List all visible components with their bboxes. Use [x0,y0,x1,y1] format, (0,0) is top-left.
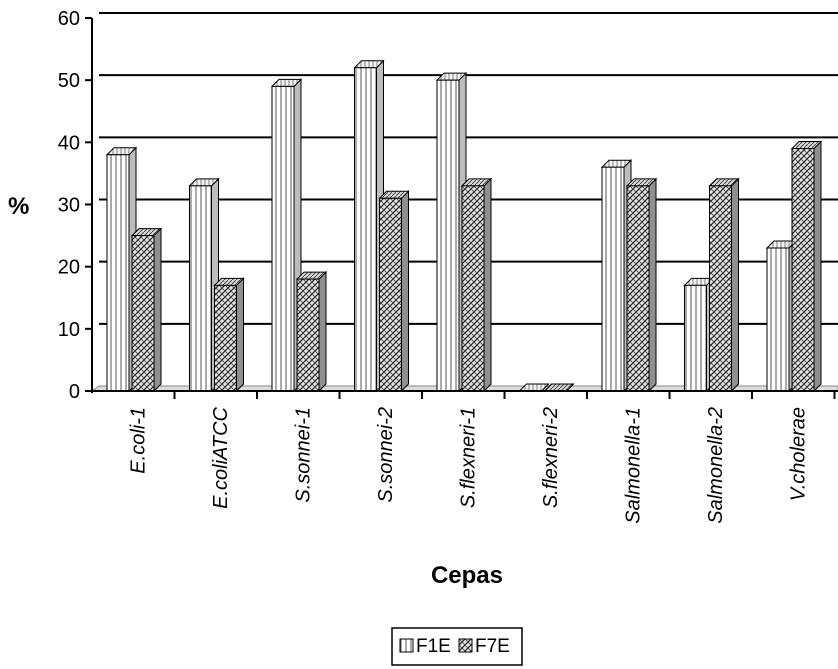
x-tick-label: S.flexneri-2 [540,407,562,508]
bar-side [483,177,492,393]
x-tick-label: E.coli-1 [127,407,149,474]
y-axis: 0 10 20 30 40 50 60 [58,8,93,403]
y-tick-label: 20 [58,257,80,279]
bar-f7e-8 [790,140,823,393]
y-tick-label: 10 [58,319,80,341]
bar-front [296,278,320,392]
bar-side [401,190,409,393]
y-tick-label: 50 [58,70,80,92]
bar-front [354,67,377,392]
x-tick-label: V.cholerae [787,407,809,501]
x-axis-title: Cepas [431,562,503,589]
bar-f7e-0 [130,227,163,393]
bar-f7e-6 [625,177,658,393]
bar-f7e-7 [708,177,740,393]
legend-swatch-f1e [399,638,414,653]
bar-f1e-5 [518,383,550,392]
bar-front [601,166,625,392]
y-tick-label: 60 [58,8,80,30]
bar-side [153,227,162,393]
legend-frame [391,627,523,666]
legend-swatch-f7e [458,638,473,653]
bar-front [626,185,650,392]
bar-front [709,185,732,392]
x-tick-label: S.flexneri-1 [457,407,479,508]
bar-front [379,197,402,392]
bars [105,59,823,393]
legend: F1E F7E [391,627,523,666]
bar-front [106,154,130,392]
bar-f7e-4 [460,177,493,393]
bar-side [318,270,327,393]
bar-front [766,247,790,392]
legend-label-f7e: F7E [475,636,510,657]
x-tick-label: Salmonella-2 [705,407,727,524]
bar-f7e-3 [378,190,410,393]
bar-front [791,148,815,392]
bar-front [131,235,155,392]
bar-side [236,277,244,393]
bar-side [648,177,657,393]
y-tick-label: 0 [69,381,80,403]
bar-front [684,284,707,392]
bar-f7e-1 [213,277,245,393]
bar-side [813,140,822,393]
bar-front [271,85,295,392]
bar-f7e-2 [295,270,328,393]
bar-front [189,185,212,392]
y-tick-label: 30 [58,195,80,217]
x-tick-label: E.coliATCC [210,406,232,508]
bar-side [731,177,739,393]
bar-front [214,284,237,392]
x-axis: E.coli-1 E.coliATCC S.sonnei-1 S.sonnei-2 S.… [92,390,838,524]
bar-front [461,185,485,392]
x-tick-label: S.sonnei-2 [375,407,397,503]
bar-front [436,79,460,392]
y-axis-title: % [8,193,29,220]
y-tick-label: 40 [58,132,80,154]
x-tick-label: S.sonnei-1 [292,407,314,503]
legend-label-f1e: F1E [416,636,451,657]
x-tick-label: Salmonella-1 [622,407,644,524]
